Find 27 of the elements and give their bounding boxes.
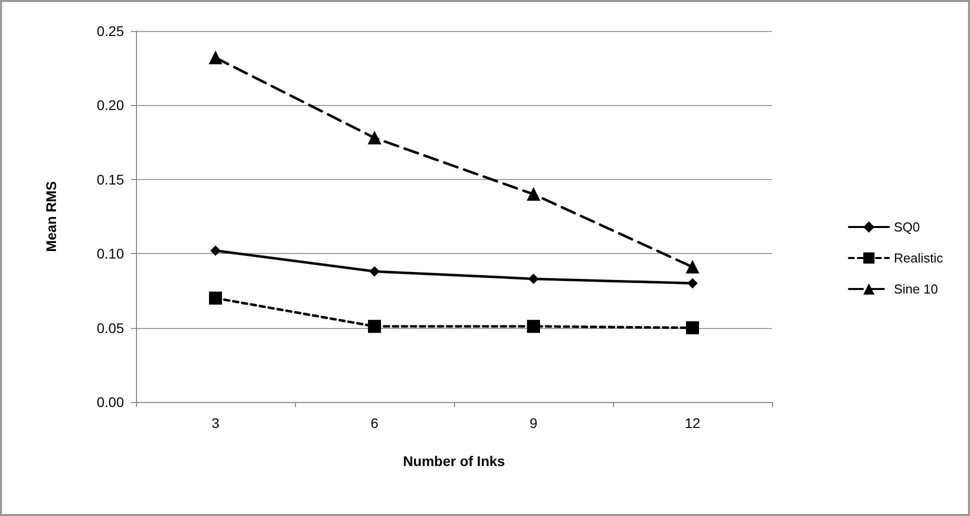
point: [368, 320, 381, 333]
x-tick-label: 9: [530, 415, 538, 431]
point: [528, 274, 538, 284]
point: [209, 292, 222, 305]
x-tick-label: 3: [212, 415, 220, 431]
y-tick-label: 0.05: [96, 320, 124, 336]
point: [210, 246, 220, 256]
y-tick-label: 0.25: [96, 23, 124, 39]
point: [209, 51, 222, 64]
point: [370, 266, 380, 276]
x-tick-label: 6: [370, 415, 379, 431]
x-axis-title: Number of Inks: [403, 453, 506, 469]
legend-label: Realistic: [894, 250, 944, 266]
y-tick-label: 0.00: [96, 394, 124, 410]
point: [686, 321, 699, 334]
point: [368, 131, 381, 144]
y-tick-label: 0.10: [96, 246, 124, 262]
y-tick-label: 0.15: [96, 171, 124, 188]
point: [688, 278, 698, 288]
point: [686, 260, 699, 274]
y-axis-title: Mean RMS: [43, 181, 59, 252]
legend-label: Sine 10: [894, 282, 938, 296]
legend-label: SQ0: [894, 220, 920, 234]
y-tick-label: 0.20: [96, 97, 124, 114]
point: [527, 188, 540, 201]
x-tick-label: 12: [684, 415, 700, 431]
point: [527, 320, 540, 333]
